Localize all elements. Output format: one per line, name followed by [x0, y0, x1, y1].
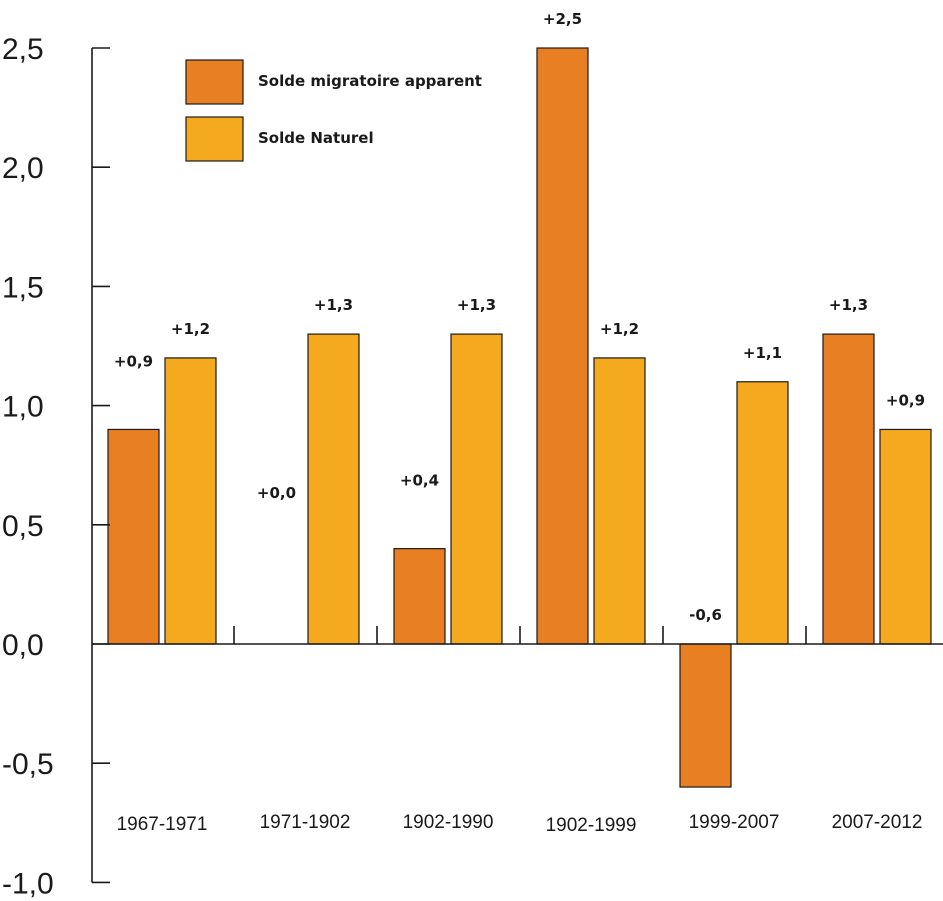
bar-migratoire-2007-2012 [822, 333, 875, 645]
y-tick-label: -1,0 [2, 867, 54, 900]
bar-migratoire-1902-1999 [536, 47, 589, 645]
legend: Solde migratoire apparent Solde Naturel [185, 59, 482, 162]
data-label: +1,1 [743, 344, 782, 362]
y-tick-label: 2,5 [2, 33, 44, 66]
x-category-label: 1967-1971 [117, 814, 208, 835]
x-category-label: 1902-1999 [546, 815, 637, 836]
x-category-label: 2007-2012 [832, 812, 923, 833]
bar-migratoire-1967-1971 [107, 428, 160, 645]
data-label: +1,2 [171, 320, 210, 338]
bar-naturel-1902-1990 [450, 333, 503, 645]
data-label: +1,3 [829, 296, 868, 314]
legend-label: Solde migratoire apparent [258, 72, 482, 90]
bar-migratoire-1902-1990 [393, 548, 446, 645]
y-tick-label: 2,0 [2, 152, 44, 185]
bar-naturel-1999-2007 [736, 381, 789, 645]
bar-naturel-2007-2012 [879, 428, 932, 645]
bar-naturel-1902-1999 [593, 357, 646, 645]
y-tick-label: 1,0 [2, 391, 44, 424]
legend-swatch [185, 59, 244, 105]
y-tick-label: 0,0 [2, 629, 44, 662]
x-category-label: 1971-1902 [260, 812, 351, 833]
y-tick-label: -0,5 [2, 748, 54, 781]
x-category-label: 1999-2007 [689, 812, 780, 833]
data-label: +1,3 [314, 296, 353, 314]
x-category-label: 1902-1990 [403, 812, 494, 833]
data-label: +0,0 [257, 484, 296, 502]
data-label: +1,2 [600, 320, 639, 338]
y-tick-label: 0,5 [2, 510, 44, 543]
data-label: +0,9 [886, 391, 925, 409]
data-label: +0,9 [114, 352, 153, 370]
bar-naturel-1971-1902 [307, 333, 360, 645]
data-label: +1,3 [457, 296, 496, 314]
legend-swatch [185, 116, 244, 162]
bar-naturel-1967-1971 [164, 357, 217, 645]
bars-group [107, 47, 932, 788]
y-tick-label: 1,5 [2, 271, 44, 304]
data-label: +2,5 [543, 10, 582, 28]
data-labels-group: +0,9 +0,0 +0,4 +2,5 -0,6 +1,3 +1,2 +1,3 +1,3 +1,2… [114, 10, 925, 624]
data-label: -0,6 [689, 606, 722, 624]
bar-migratoire-1999-2007 [679, 643, 732, 788]
legend-label: Solde Naturel [258, 129, 374, 147]
data-label: +0,4 [400, 472, 439, 490]
axes-group: 2,5 2,0 1,5 1,0 0,5 0,0 -0,5 -1,0 1967-1971 1971-… [2, 33, 943, 900]
